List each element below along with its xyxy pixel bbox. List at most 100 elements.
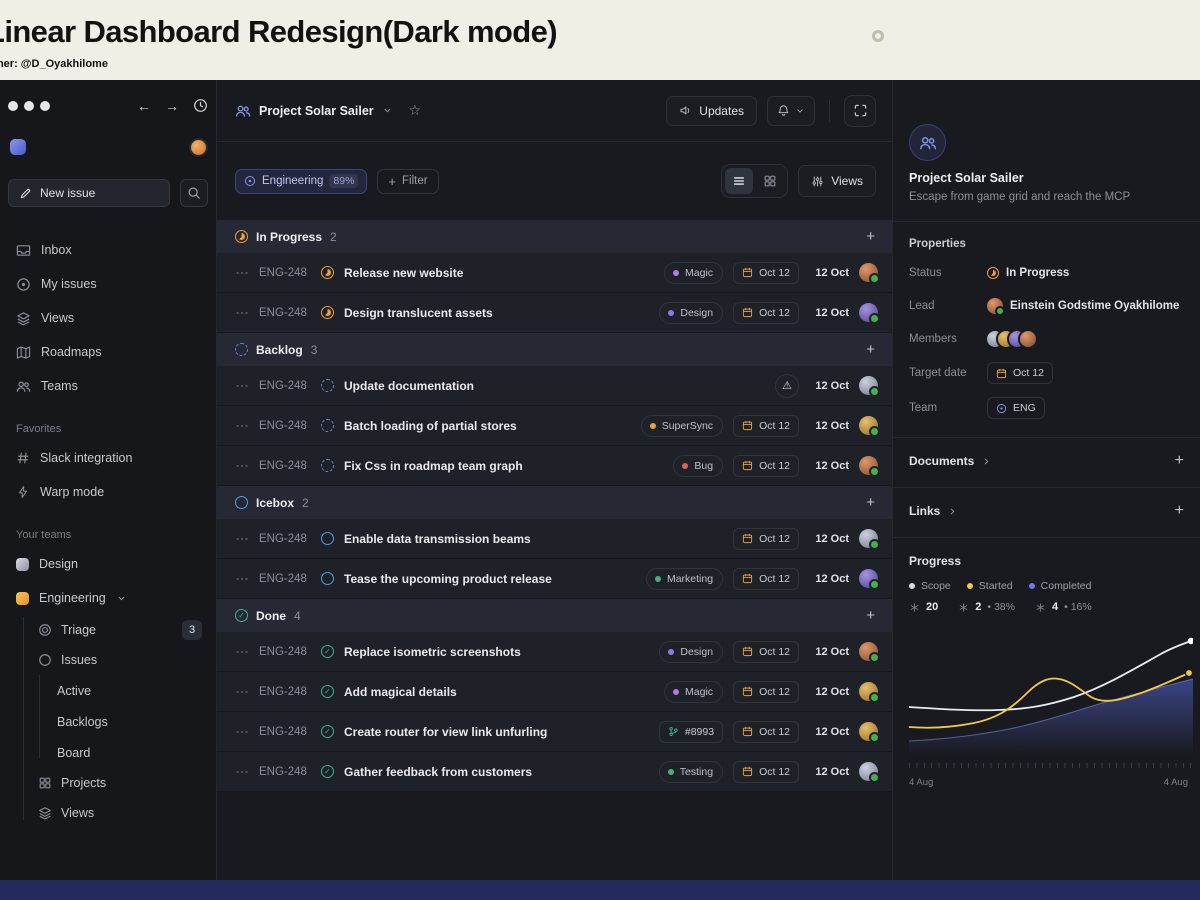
due-date-chip[interactable]: Oct 12 xyxy=(733,567,799,590)
label-chip[interactable]: Bug xyxy=(673,454,724,477)
done-icon[interactable]: ✓ xyxy=(321,645,334,658)
issue-row[interactable]: ENG-248 Fix Css in roadmap team graph Bu… xyxy=(217,446,892,486)
forward-arrow-icon[interactable]: → xyxy=(165,97,179,114)
members-avatars[interactable] xyxy=(987,331,1036,347)
label-chip[interactable]: Design xyxy=(659,640,724,663)
assignee-avatar[interactable] xyxy=(859,416,880,437)
sidebar-item-backlogs[interactable]: Backlogs xyxy=(57,714,108,729)
assignee-avatar[interactable] xyxy=(859,722,880,743)
label-chip[interactable]: Design xyxy=(659,301,724,324)
documents-section[interactable]: Documents + xyxy=(909,453,1184,469)
due-date-chip[interactable]: Oct 12 xyxy=(733,414,799,437)
due-date-chip[interactable]: Oct 12 xyxy=(733,760,799,783)
priority-dots-icon[interactable] xyxy=(235,645,249,659)
sidebar-item-roadmaps[interactable]: Roadmaps xyxy=(8,335,208,369)
app-logo[interactable] xyxy=(10,139,26,155)
sidebar-item-triage[interactable]: Triage 3 xyxy=(32,615,208,645)
notifications-button[interactable] xyxy=(767,95,815,126)
issue-row[interactable]: ENG-248 Update documentation ⚠ 12 Oct xyxy=(217,366,892,406)
add-issue-button[interactable]: + xyxy=(866,607,875,624)
in-progress-icon[interactable] xyxy=(321,266,334,279)
priority-dots-icon[interactable] xyxy=(235,685,249,699)
due-date-chip[interactable]: Oct 12 xyxy=(733,261,799,284)
issue-row[interactable]: ENG-248 ✓ Add magical details Magic Oct … xyxy=(217,672,892,712)
sidebar-item-active[interactable]: Active xyxy=(57,683,92,698)
search-button[interactable] xyxy=(180,179,208,207)
done-icon[interactable]: ✓ xyxy=(321,725,334,738)
sidebar-item-slack-integration[interactable]: Slack integration xyxy=(8,441,208,475)
window-minimize-button[interactable] xyxy=(24,100,34,111)
lead-value[interactable]: Einstein Godstime Oyakhilome xyxy=(987,298,1179,316)
priority-dots-icon[interactable] xyxy=(235,419,249,433)
links-section[interactable]: Links + xyxy=(909,503,1184,519)
priority-dots-icon[interactable] xyxy=(235,459,249,473)
assignee-avatar[interactable] xyxy=(859,642,880,663)
in-progress-icon[interactable] xyxy=(321,306,334,319)
window-controls[interactable] xyxy=(8,100,50,111)
sidebar-item-issues[interactable]: Issues xyxy=(32,645,208,675)
team-chip[interactable]: ENG xyxy=(987,397,1045,419)
add-document-button[interactable]: + xyxy=(1174,452,1184,469)
sidebar-item-teams[interactable]: Teams xyxy=(8,369,208,403)
sidebar-item-projects[interactable]: Projects xyxy=(32,768,208,798)
list-view-button[interactable] xyxy=(725,168,754,194)
new-issue-button[interactable]: New issue xyxy=(8,179,170,207)
project-title-cluster[interactable]: Project Solar Sailer ☆ xyxy=(235,102,421,119)
assignee-avatar[interactable] xyxy=(859,263,880,284)
label-chip[interactable]: Magic xyxy=(664,680,724,703)
group-header-backlog[interactable]: Backlog 3 + xyxy=(217,333,892,366)
sidebar-team-design[interactable]: Design xyxy=(8,547,208,581)
group-header-in-progress[interactable]: In Progress 2 + xyxy=(217,220,892,253)
add-issue-button[interactable]: + xyxy=(866,494,875,511)
history-clock-icon[interactable] xyxy=(193,98,208,113)
sidebar-item-views[interactable]: Views xyxy=(8,301,208,335)
assignee-avatar[interactable] xyxy=(859,762,880,783)
icebox-icon[interactable] xyxy=(321,532,334,545)
target-date-chip[interactable]: Oct 12 xyxy=(987,362,1053,384)
user-avatar[interactable] xyxy=(191,139,206,155)
label-chip[interactable]: Magic xyxy=(664,261,724,284)
warning-button[interactable]: ⚠ xyxy=(775,373,799,398)
capture-frame-button[interactable] xyxy=(844,94,876,127)
issue-row[interactable]: ENG-248 Tease the upcoming product relea… xyxy=(217,559,892,599)
issue-row[interactable]: ENG-248 Release new website Magic Oct 12… xyxy=(217,253,892,293)
issue-row[interactable]: ENG-248 ✓ Gather feedback from customers… xyxy=(217,752,892,792)
priority-dots-icon[interactable] xyxy=(235,765,249,779)
pull-request-chip[interactable]: #8993 xyxy=(658,720,724,743)
favorite-star-icon[interactable]: ☆ xyxy=(408,102,422,118)
priority-dots-icon[interactable] xyxy=(235,532,249,546)
window-zoom-button[interactable] xyxy=(40,100,50,111)
priority-dots-icon[interactable] xyxy=(235,306,249,320)
due-date-chip[interactable]: Oct 12 xyxy=(733,527,799,550)
issue-row[interactable]: ENG-248 Batch loading of partial stores … xyxy=(217,406,892,446)
status-value[interactable]: In Progress xyxy=(987,267,1069,279)
add-filter-button[interactable]: + Filter xyxy=(377,168,439,194)
due-date-chip[interactable]: Oct 12 xyxy=(733,454,799,477)
sidebar-item-board[interactable]: Board xyxy=(57,745,91,760)
priority-dots-icon[interactable] xyxy=(235,266,249,280)
board-view-button[interactable] xyxy=(756,168,784,194)
backlog-icon[interactable] xyxy=(321,419,334,432)
issue-row[interactable]: ENG-248 ✓ Replace isometric screenshots … xyxy=(217,632,892,672)
add-link-button[interactable]: + xyxy=(1174,502,1184,519)
group-header-icebox[interactable]: Icebox 2 + xyxy=(217,486,892,519)
due-date-chip[interactable]: Oct 12 xyxy=(733,301,799,324)
due-date-chip[interactable]: Oct 12 xyxy=(733,640,799,663)
backlog-icon[interactable] xyxy=(321,459,334,472)
back-arrow-icon[interactable]: ← xyxy=(137,97,151,114)
assignee-avatar[interactable] xyxy=(859,376,880,397)
assignee-avatar[interactable] xyxy=(859,303,880,324)
issue-row[interactable]: ENG-248 Design translucent assets Design… xyxy=(217,293,892,333)
assignee-avatar[interactable] xyxy=(859,682,880,703)
due-date-chip[interactable]: Oct 12 xyxy=(733,720,799,743)
sidebar-item-warp-mode[interactable]: Warp mode xyxy=(8,475,208,509)
priority-dots-icon[interactable] xyxy=(235,572,249,586)
group-header-done[interactable]: ✓ Done 4 + xyxy=(217,599,892,632)
label-chip[interactable]: SuperSync xyxy=(640,414,724,437)
sidebar-item-team-views[interactable]: Views xyxy=(32,798,208,828)
priority-dots-icon[interactable] xyxy=(235,379,249,393)
assignee-avatar[interactable] xyxy=(859,529,880,550)
done-icon[interactable]: ✓ xyxy=(321,685,334,698)
issue-row[interactable]: ENG-248 ✓ Create router for view link un… xyxy=(217,712,892,752)
updates-button[interactable]: Updates xyxy=(666,95,757,126)
